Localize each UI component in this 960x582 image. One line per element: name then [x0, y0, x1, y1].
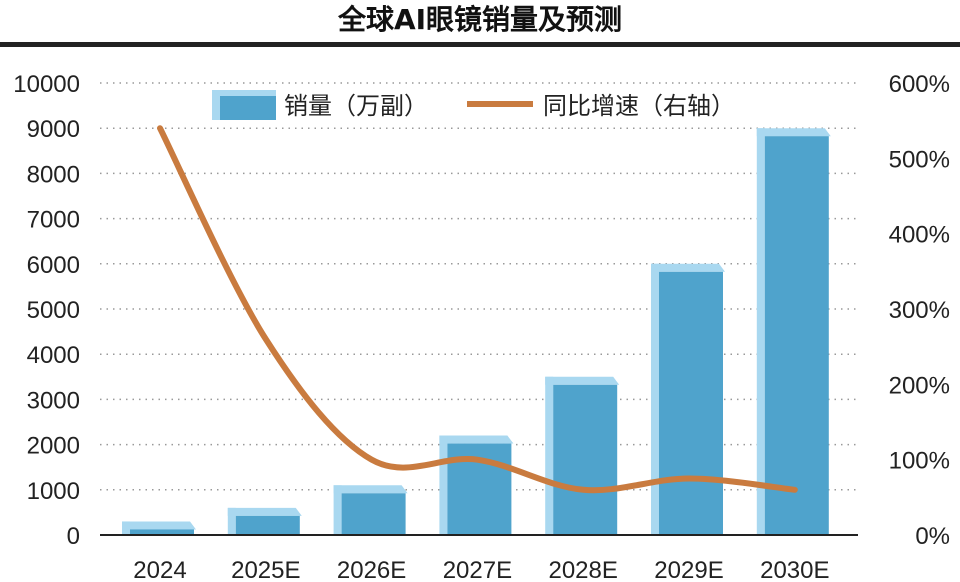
bar: [659, 271, 723, 535]
bar-top: [756, 128, 831, 137]
legend-bar-swatch: [220, 96, 276, 120]
y-right-tick-label: 0%: [915, 523, 950, 550]
y-right-tick-label: 600%: [889, 71, 950, 98]
y-left-tick-label: 6000: [27, 252, 80, 279]
y-left-tick-label: 5000: [27, 297, 80, 324]
bar-top: [227, 507, 302, 516]
bar: [341, 493, 406, 535]
y-right-tick-label: 500%: [889, 146, 950, 173]
bar-side: [439, 435, 448, 535]
y-left-tick-label: 10000: [13, 71, 80, 98]
bar-top: [545, 376, 620, 385]
title-rule: [0, 42, 960, 47]
bar-side: [545, 376, 554, 535]
y-left-tick-label: 4000: [27, 342, 80, 369]
y-left-tick-label: 2000: [27, 433, 80, 460]
bar-top: [651, 263, 725, 272]
x-tick-label: 2027E: [443, 557, 512, 582]
bar-top: [439, 435, 514, 444]
y-left-tick-label: 3000: [27, 387, 80, 414]
bar: [764, 136, 829, 535]
bar-side: [651, 263, 659, 535]
y-left-tick-label: 9000: [27, 116, 80, 143]
x-tick-label: 2024: [133, 557, 186, 582]
bar-side: [122, 521, 130, 535]
x-tick-label: 2029E: [654, 557, 723, 582]
y-left-tick-label: 8000: [27, 161, 80, 188]
y-left-tick-label: 1000: [27, 478, 80, 505]
bar: [553, 384, 618, 535]
y-left-tick-label: 7000: [27, 207, 80, 234]
x-tick-label: 2030E: [760, 557, 829, 582]
bar-side: [756, 128, 765, 535]
x-tick-label: 2025E: [231, 557, 300, 582]
bar-side: [227, 507, 236, 535]
bar: [235, 515, 300, 535]
bar: [130, 529, 194, 535]
growth-line: [157, 125, 798, 494]
legend-line-label: 同比增速（右轴）: [543, 92, 735, 120]
y-left-tick-label: 0: [67, 523, 80, 550]
x-tick-label: 2026E: [337, 557, 406, 582]
y-right-tick-label: 200%: [889, 372, 950, 399]
chart-title: 全球AI眼镜销量及预测: [337, 3, 623, 36]
bar-top: [333, 485, 408, 494]
bar-side: [333, 485, 342, 535]
bar-top: [122, 521, 196, 530]
y-right-tick-label: 300%: [889, 297, 950, 324]
y-right-tick-label: 400%: [889, 222, 950, 249]
x-tick-label: 2028E: [548, 557, 617, 582]
y-right-tick-label: 100%: [889, 448, 950, 475]
legend-bar-label: 销量（万副）: [284, 92, 428, 120]
